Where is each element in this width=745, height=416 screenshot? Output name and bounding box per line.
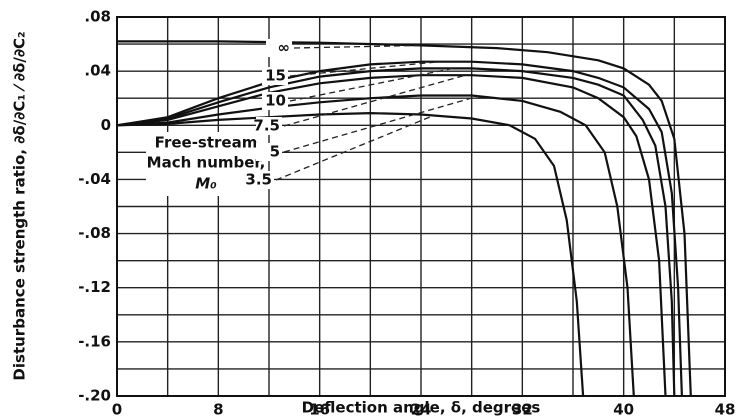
x-tick-label: 40 [613, 401, 634, 416]
leader-line [283, 95, 479, 153]
curve [116, 94, 635, 397]
y-tick-label: -.04 [78, 170, 111, 188]
label-bg [266, 39, 292, 57]
x-tick-label: 48 [715, 401, 736, 416]
leader-line [293, 44, 422, 49]
x-tick-label: 0 [112, 401, 122, 416]
x-tick-label: 8 [213, 401, 223, 416]
y-axis-label: Disturbance strength ratio, ∂δ/∂C₁ ⁄ ∂δ/… [11, 31, 29, 380]
label-bg [262, 92, 288, 110]
label-bg [248, 171, 274, 189]
y-tick-label: .08 [84, 8, 111, 26]
leader-line [275, 114, 434, 181]
x-tick-label: 16 [309, 401, 330, 416]
curve [116, 67, 676, 397]
curve [116, 111, 585, 397]
curve [117, 40, 692, 397]
y-tick-label: .04 [84, 62, 111, 80]
series-label: 15 [265, 67, 286, 85]
series-label: 3.5 [245, 171, 272, 189]
y-tick-label: 0 [101, 116, 111, 134]
leader-line [289, 61, 441, 77]
y-tick-label: -.08 [78, 224, 111, 242]
y-tick-label: -.16 [78, 332, 111, 350]
label-bg [262, 67, 288, 85]
label-bg [256, 143, 282, 161]
annotation: Mach number, [147, 154, 266, 172]
annotation: Free-stream [155, 134, 258, 152]
annotation: M₀ [195, 175, 217, 193]
series-label: 5 [270, 143, 280, 161]
y-tick-label: -.20 [78, 387, 111, 405]
x-tick-label: 32 [512, 401, 533, 416]
leader-line [283, 74, 466, 127]
series-label: 10 [265, 92, 286, 110]
y-tick-label: -.12 [78, 278, 111, 296]
x-tick-label: 24 [411, 401, 432, 416]
leader-line [289, 67, 453, 102]
annotation-bg [146, 132, 266, 196]
label-bg [256, 117, 282, 135]
plot-frame [116, 16, 726, 397]
series-label: ∞ [278, 39, 291, 57]
series-label: 7.5 [253, 117, 280, 135]
curve [116, 60, 683, 397]
x-axis-label: Deflection angle, δ, degrees [302, 399, 541, 416]
curve [116, 74, 667, 397]
